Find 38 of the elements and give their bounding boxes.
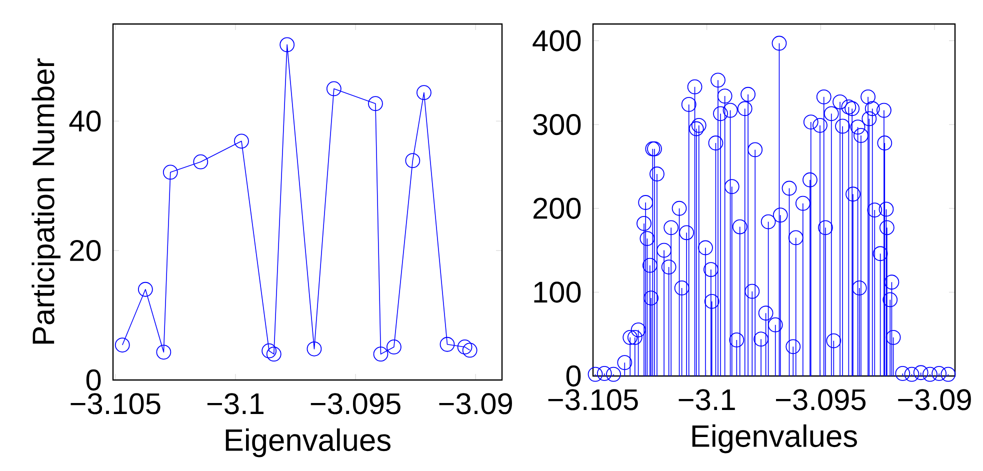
y-tick-label: 0 [86, 369, 101, 391]
x-tick-label: −3.105 [548, 389, 638, 410]
point [405, 153, 420, 168]
point [266, 346, 282, 362]
x-tick-label: −3.095 [776, 389, 866, 410]
x-tick-label: −3.105 [70, 393, 160, 414]
x-tick-label: −3.1 [678, 389, 735, 410]
y-axis-title: Participation Number [32, 58, 60, 344]
x-tick-label: −3.09 [898, 389, 971, 410]
y-tick-label: 0 [566, 365, 581, 387]
point [457, 340, 472, 354]
point [162, 164, 178, 180]
y-tick-label: 40 [69, 110, 101, 132]
point [373, 346, 388, 362]
point [280, 37, 295, 52]
y-tick-label: 200 [533, 198, 581, 219]
y-tick-label: 400 [532, 30, 581, 52]
point [306, 341, 322, 356]
x-tick-label: −3.095 [310, 393, 400, 414]
point [326, 81, 342, 96]
point [193, 154, 208, 170]
point [440, 336, 455, 352]
point [368, 96, 383, 112]
point [416, 85, 432, 100]
x-axis-title: Eigenvalues [692, 424, 857, 454]
point [156, 344, 172, 360]
point [386, 340, 402, 354]
y-tick-label: 100 [534, 282, 581, 303]
y-tick-label: 300 [533, 114, 581, 136]
point [462, 342, 478, 358]
y-tick-label: 20 [70, 240, 101, 262]
x-tick-label: −3.09 [439, 393, 512, 414]
x-axis-title: Eigenvalues [226, 428, 390, 458]
x-tick-label: −3.1 [207, 393, 264, 414]
point [138, 282, 153, 297]
point [234, 134, 249, 149]
point [114, 338, 130, 352]
point [262, 343, 277, 358]
